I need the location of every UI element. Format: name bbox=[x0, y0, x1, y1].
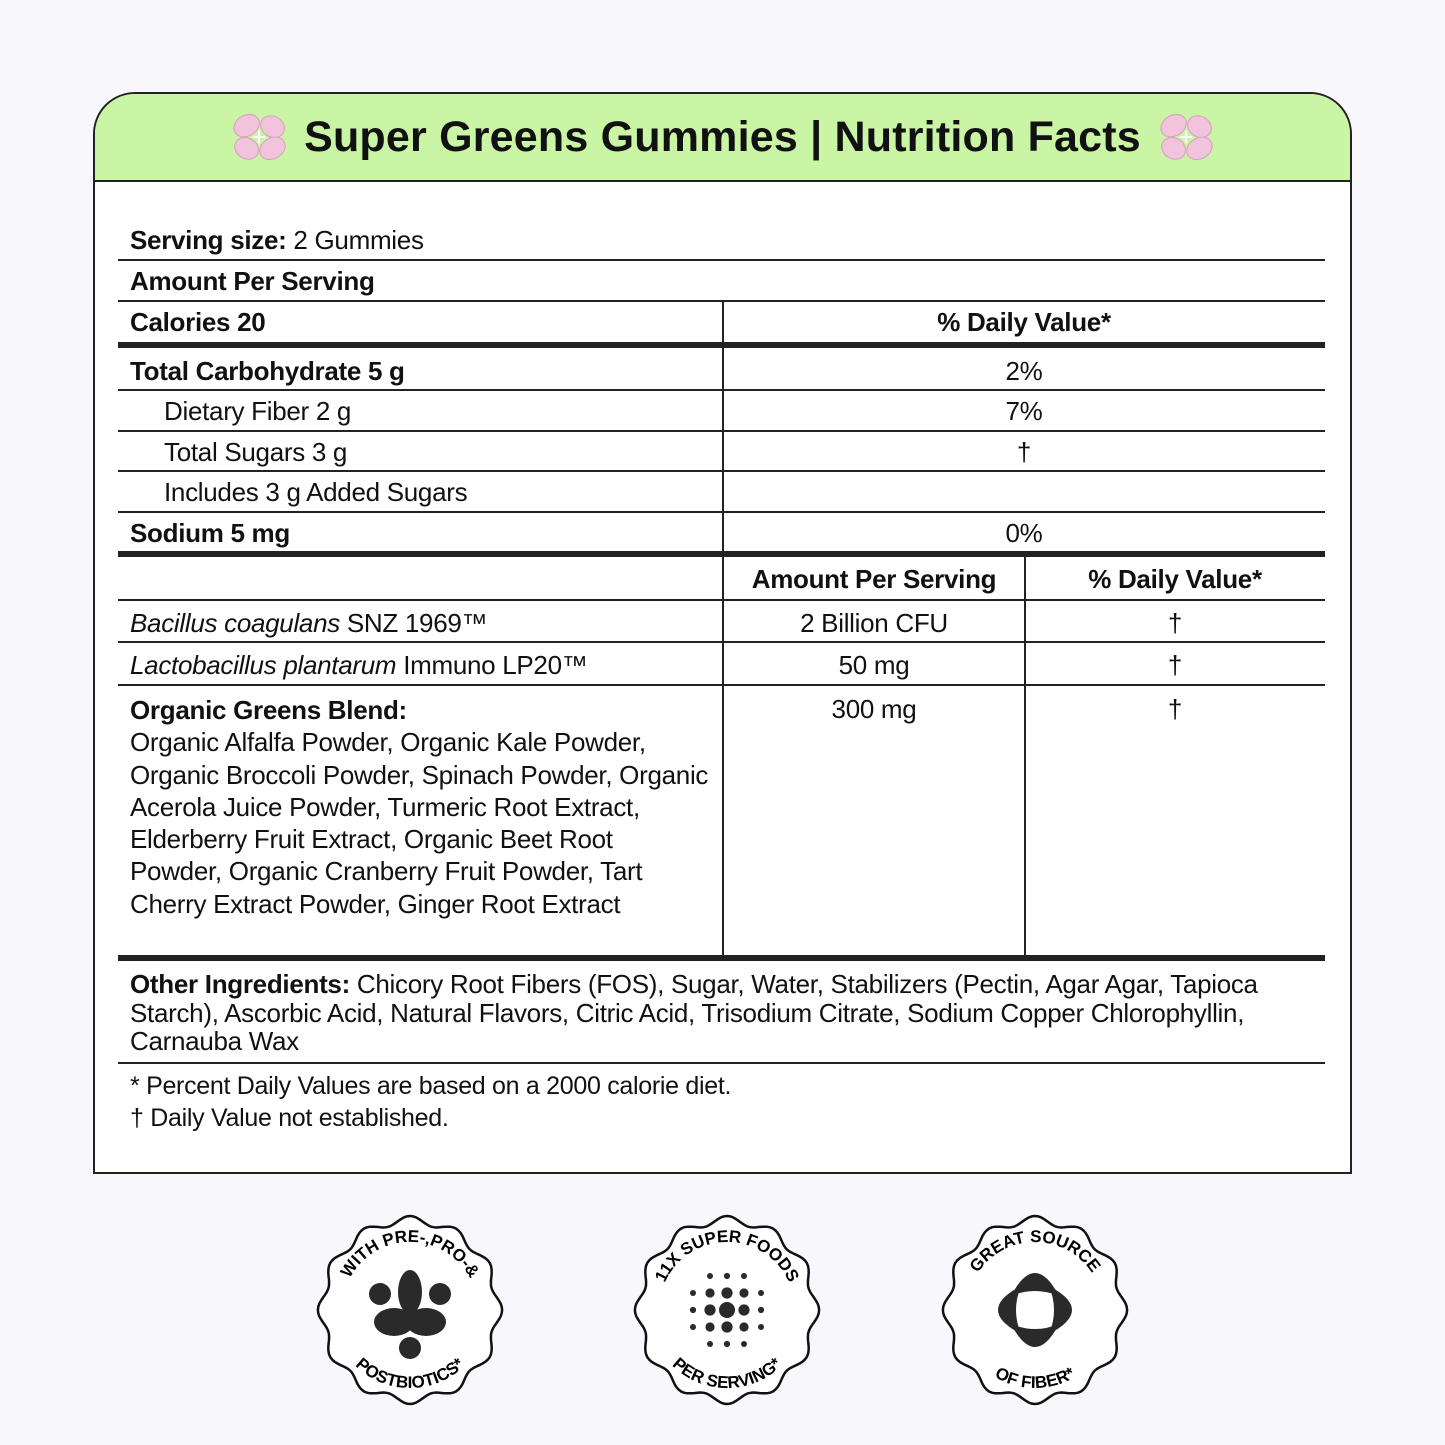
dot bbox=[689, 1306, 697, 1314]
nutrient-name: Includes 3 g Added Sugars bbox=[164, 477, 468, 507]
greens-blend: Organic Greens Blend: Organic Alfalfa Pow… bbox=[130, 695, 709, 919]
dot bbox=[690, 1324, 696, 1330]
dot-grid-icon bbox=[689, 1272, 765, 1348]
pink-flower-icon bbox=[1160, 113, 1213, 161]
supplement-name: Lactobacillus plantarum Immuno LP20™ bbox=[130, 650, 588, 680]
footnote: * Percent Daily Values are based on a 20… bbox=[130, 1072, 732, 1100]
nutrient-dv: 2% bbox=[1005, 356, 1043, 386]
supplement-amount: 300 mg bbox=[831, 694, 917, 724]
supplement-dv: † bbox=[1167, 694, 1183, 724]
nutrient-name: Dietary Fiber 2 g bbox=[164, 396, 352, 426]
divider bbox=[118, 300, 1325, 302]
page-title: Super Greens Gummies | Nutrition Facts bbox=[304, 112, 1141, 161]
divider bbox=[118, 430, 1325, 432]
calories: Calories 20 bbox=[130, 307, 266, 337]
divider bbox=[118, 259, 1325, 261]
other-ingredients: Other Ingredients: Chicory Root Fibers (… bbox=[130, 969, 1258, 1056]
dot bbox=[705, 1288, 715, 1298]
amount-per-serving: Amount Per Serving bbox=[130, 266, 375, 296]
dot bbox=[758, 1290, 764, 1296]
supplement-amount: 50 mg bbox=[838, 650, 910, 680]
nutrient-name: Total Carbohydrate 5 g bbox=[130, 356, 405, 386]
daily-value-header: % Daily Value* bbox=[937, 307, 1111, 337]
dot bbox=[757, 1306, 765, 1314]
supplement-amount: 2 Billion CFU bbox=[800, 608, 948, 638]
divider bbox=[118, 684, 1325, 686]
column-divider bbox=[722, 557, 724, 957]
divider bbox=[118, 389, 1325, 391]
dot bbox=[705, 1322, 715, 1332]
serving-size: Serving size: 2 Gummies bbox=[130, 225, 424, 255]
supplement-name: Bacillus coagulans SNZ 1969™ bbox=[130, 608, 488, 638]
nutrition-facts-card: Super Greens Gummies | Nutrition Facts bbox=[93, 92, 1352, 1174]
nutrient-dv: † bbox=[1016, 437, 1032, 467]
superfoods-badge: 11X SUPER FOODS PER SERVING* bbox=[633, 1214, 821, 1406]
dot bbox=[723, 1272, 731, 1280]
fiber-badge: GREAT SOURCE OF FIBER* bbox=[941, 1214, 1129, 1406]
dot bbox=[741, 1273, 747, 1279]
dot bbox=[704, 1304, 716, 1316]
divider bbox=[118, 599, 1325, 601]
divider bbox=[118, 470, 1325, 472]
divider bbox=[118, 1062, 1325, 1064]
dot bbox=[721, 1287, 733, 1299]
thick-divider bbox=[118, 955, 1325, 961]
supplement-dv: † bbox=[1167, 650, 1183, 680]
dot bbox=[721, 1321, 733, 1333]
divider bbox=[118, 511, 1325, 513]
dot bbox=[741, 1341, 747, 1347]
nutrient-name: Total Sugars 3 g bbox=[164, 437, 348, 467]
amount-header: Amount Per Serving bbox=[751, 564, 997, 594]
thick-divider bbox=[118, 342, 1325, 348]
supplement-dv: † bbox=[1167, 608, 1183, 638]
pink-flower-icon bbox=[233, 113, 286, 161]
dv-header: % Daily Value* bbox=[1088, 564, 1262, 594]
dot bbox=[719, 1302, 735, 1318]
biotics-blob-icon bbox=[369, 1270, 451, 1359]
dot bbox=[707, 1273, 713, 1279]
footnote: † Daily Value not established. bbox=[130, 1104, 449, 1132]
column-divider bbox=[1024, 557, 1026, 957]
biotics-badge: WITH PRE-,PRO-& POSTBIOTICS* bbox=[316, 1214, 504, 1406]
dot bbox=[707, 1341, 713, 1347]
dot bbox=[739, 1288, 749, 1298]
column-divider bbox=[722, 301, 724, 552]
nutrient-dv: 7% bbox=[1005, 396, 1043, 426]
dot bbox=[758, 1324, 764, 1330]
fiber-petals-icon bbox=[998, 1273, 1072, 1347]
thick-divider bbox=[118, 551, 1325, 557]
nutrient-dv: 0% bbox=[1005, 518, 1043, 548]
header: Super Greens Gummies | Nutrition Facts bbox=[95, 94, 1350, 182]
dot bbox=[738, 1304, 750, 1316]
dot bbox=[723, 1340, 731, 1348]
dot bbox=[739, 1322, 749, 1332]
dot bbox=[690, 1290, 696, 1296]
nutrient-name: Sodium 5 mg bbox=[130, 518, 290, 548]
divider bbox=[118, 641, 1325, 643]
